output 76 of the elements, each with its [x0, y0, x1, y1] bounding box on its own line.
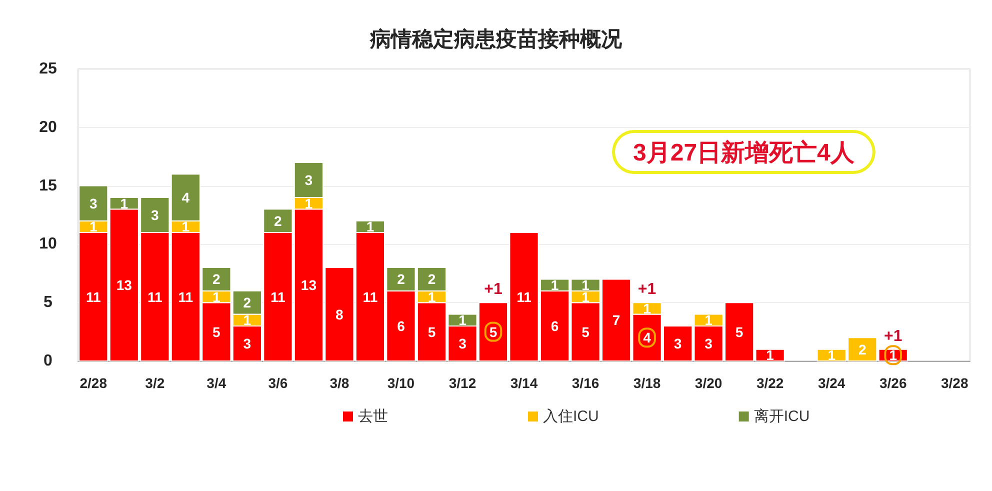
data-label: 1 [766, 347, 774, 364]
data-label: 2 [274, 212, 282, 229]
y-tick-label: 5 [44, 294, 53, 312]
x-tick-label: 3/12 [448, 375, 476, 391]
data-label: 6 [550, 318, 559, 334]
data-label: 6 [397, 318, 406, 334]
x-tick-label: 3/20 [694, 375, 722, 391]
annotation: +1 [484, 281, 502, 298]
x-tick-label: 3/18 [633, 375, 661, 391]
x-tick-label: 3/14 [510, 375, 538, 391]
data-label: 1 [304, 195, 313, 212]
x-tick-label: 3/16 [572, 375, 600, 391]
data-label: 5 [428, 324, 436, 340]
y-tick-label: 20 [39, 118, 57, 136]
data-label: 3 [89, 195, 98, 212]
y-tick-label: 15 [39, 177, 57, 194]
annotation: 3月27日新增死亡4人 [633, 138, 856, 166]
data-label: 3 [704, 335, 713, 352]
legend-label: 入住ICU [543, 408, 599, 425]
data-label: 2 [243, 294, 252, 311]
data-label: 4 [643, 330, 652, 346]
data-label: 3 [151, 207, 159, 223]
x-tick-label: 2/28 [80, 375, 108, 391]
data-label: 3 [243, 335, 252, 352]
data-label: 11 [362, 288, 378, 305]
y-tick-label: 25 [39, 60, 57, 78]
data-label: 1 [89, 218, 98, 235]
data-label: 2 [212, 271, 221, 288]
x-tick-label: 3/28 [940, 375, 968, 391]
data-label: 1 [428, 288, 436, 305]
data-label: 5 [582, 324, 590, 340]
data-label: 1 [120, 195, 128, 212]
annotation: +1 [638, 281, 656, 298]
x-tick-label: 3/10 [387, 375, 415, 391]
data-label: 1 [828, 347, 836, 364]
legend-label: 离开ICU [754, 408, 810, 425]
x-tick-label: 3/8 [330, 375, 350, 391]
data-label: 2 [428, 271, 436, 288]
x-tick-label: 3/2 [145, 375, 165, 391]
data-label: 1 [550, 277, 559, 294]
x-tick-label: 3/22 [756, 375, 784, 391]
data-label: 1 [458, 312, 467, 328]
data-label: 13 [300, 277, 317, 294]
annotation: +1 [884, 328, 902, 345]
data-label: 1 [212, 288, 221, 305]
y-tick-label: 10 [39, 236, 57, 253]
x-tick-label: 3/24 [818, 375, 846, 391]
data-label: 1 [643, 300, 652, 316]
data-label: 1 [182, 218, 190, 235]
data-label: 11 [516, 288, 532, 305]
data-label: 7 [612, 312, 620, 328]
data-label: 11 [178, 288, 194, 305]
data-label: 11 [86, 288, 101, 305]
legend-label: 去世 [358, 408, 388, 425]
x-tick-label: 3/4 [206, 375, 226, 391]
y-tick-label: 0 [44, 352, 53, 370]
data-label: 1 [889, 347, 898, 364]
data-label: 2 [858, 341, 866, 358]
chart-title: 病情稳定病患疫苗接种概况 [369, 27, 623, 51]
data-label: 1 [243, 312, 252, 328]
data-label: 2 [397, 271, 406, 288]
x-tick-label: 3/6 [268, 375, 288, 391]
data-label: 3 [458, 335, 467, 352]
data-label: 11 [147, 288, 163, 305]
data-label: 3 [674, 335, 682, 352]
data-label: 8 [336, 306, 344, 322]
data-label: 13 [116, 277, 132, 294]
data-label: 11 [270, 288, 286, 305]
data-label: 4 [182, 189, 190, 206]
data-label: 5 [489, 324, 498, 340]
data-label: 5 [212, 324, 221, 340]
data-label: 5 [735, 324, 744, 340]
data-label: 3 [304, 172, 313, 188]
data-label: 1 [704, 312, 713, 328]
data-label: 1 [366, 218, 374, 235]
x-tick-label: 3/26 [879, 375, 907, 391]
